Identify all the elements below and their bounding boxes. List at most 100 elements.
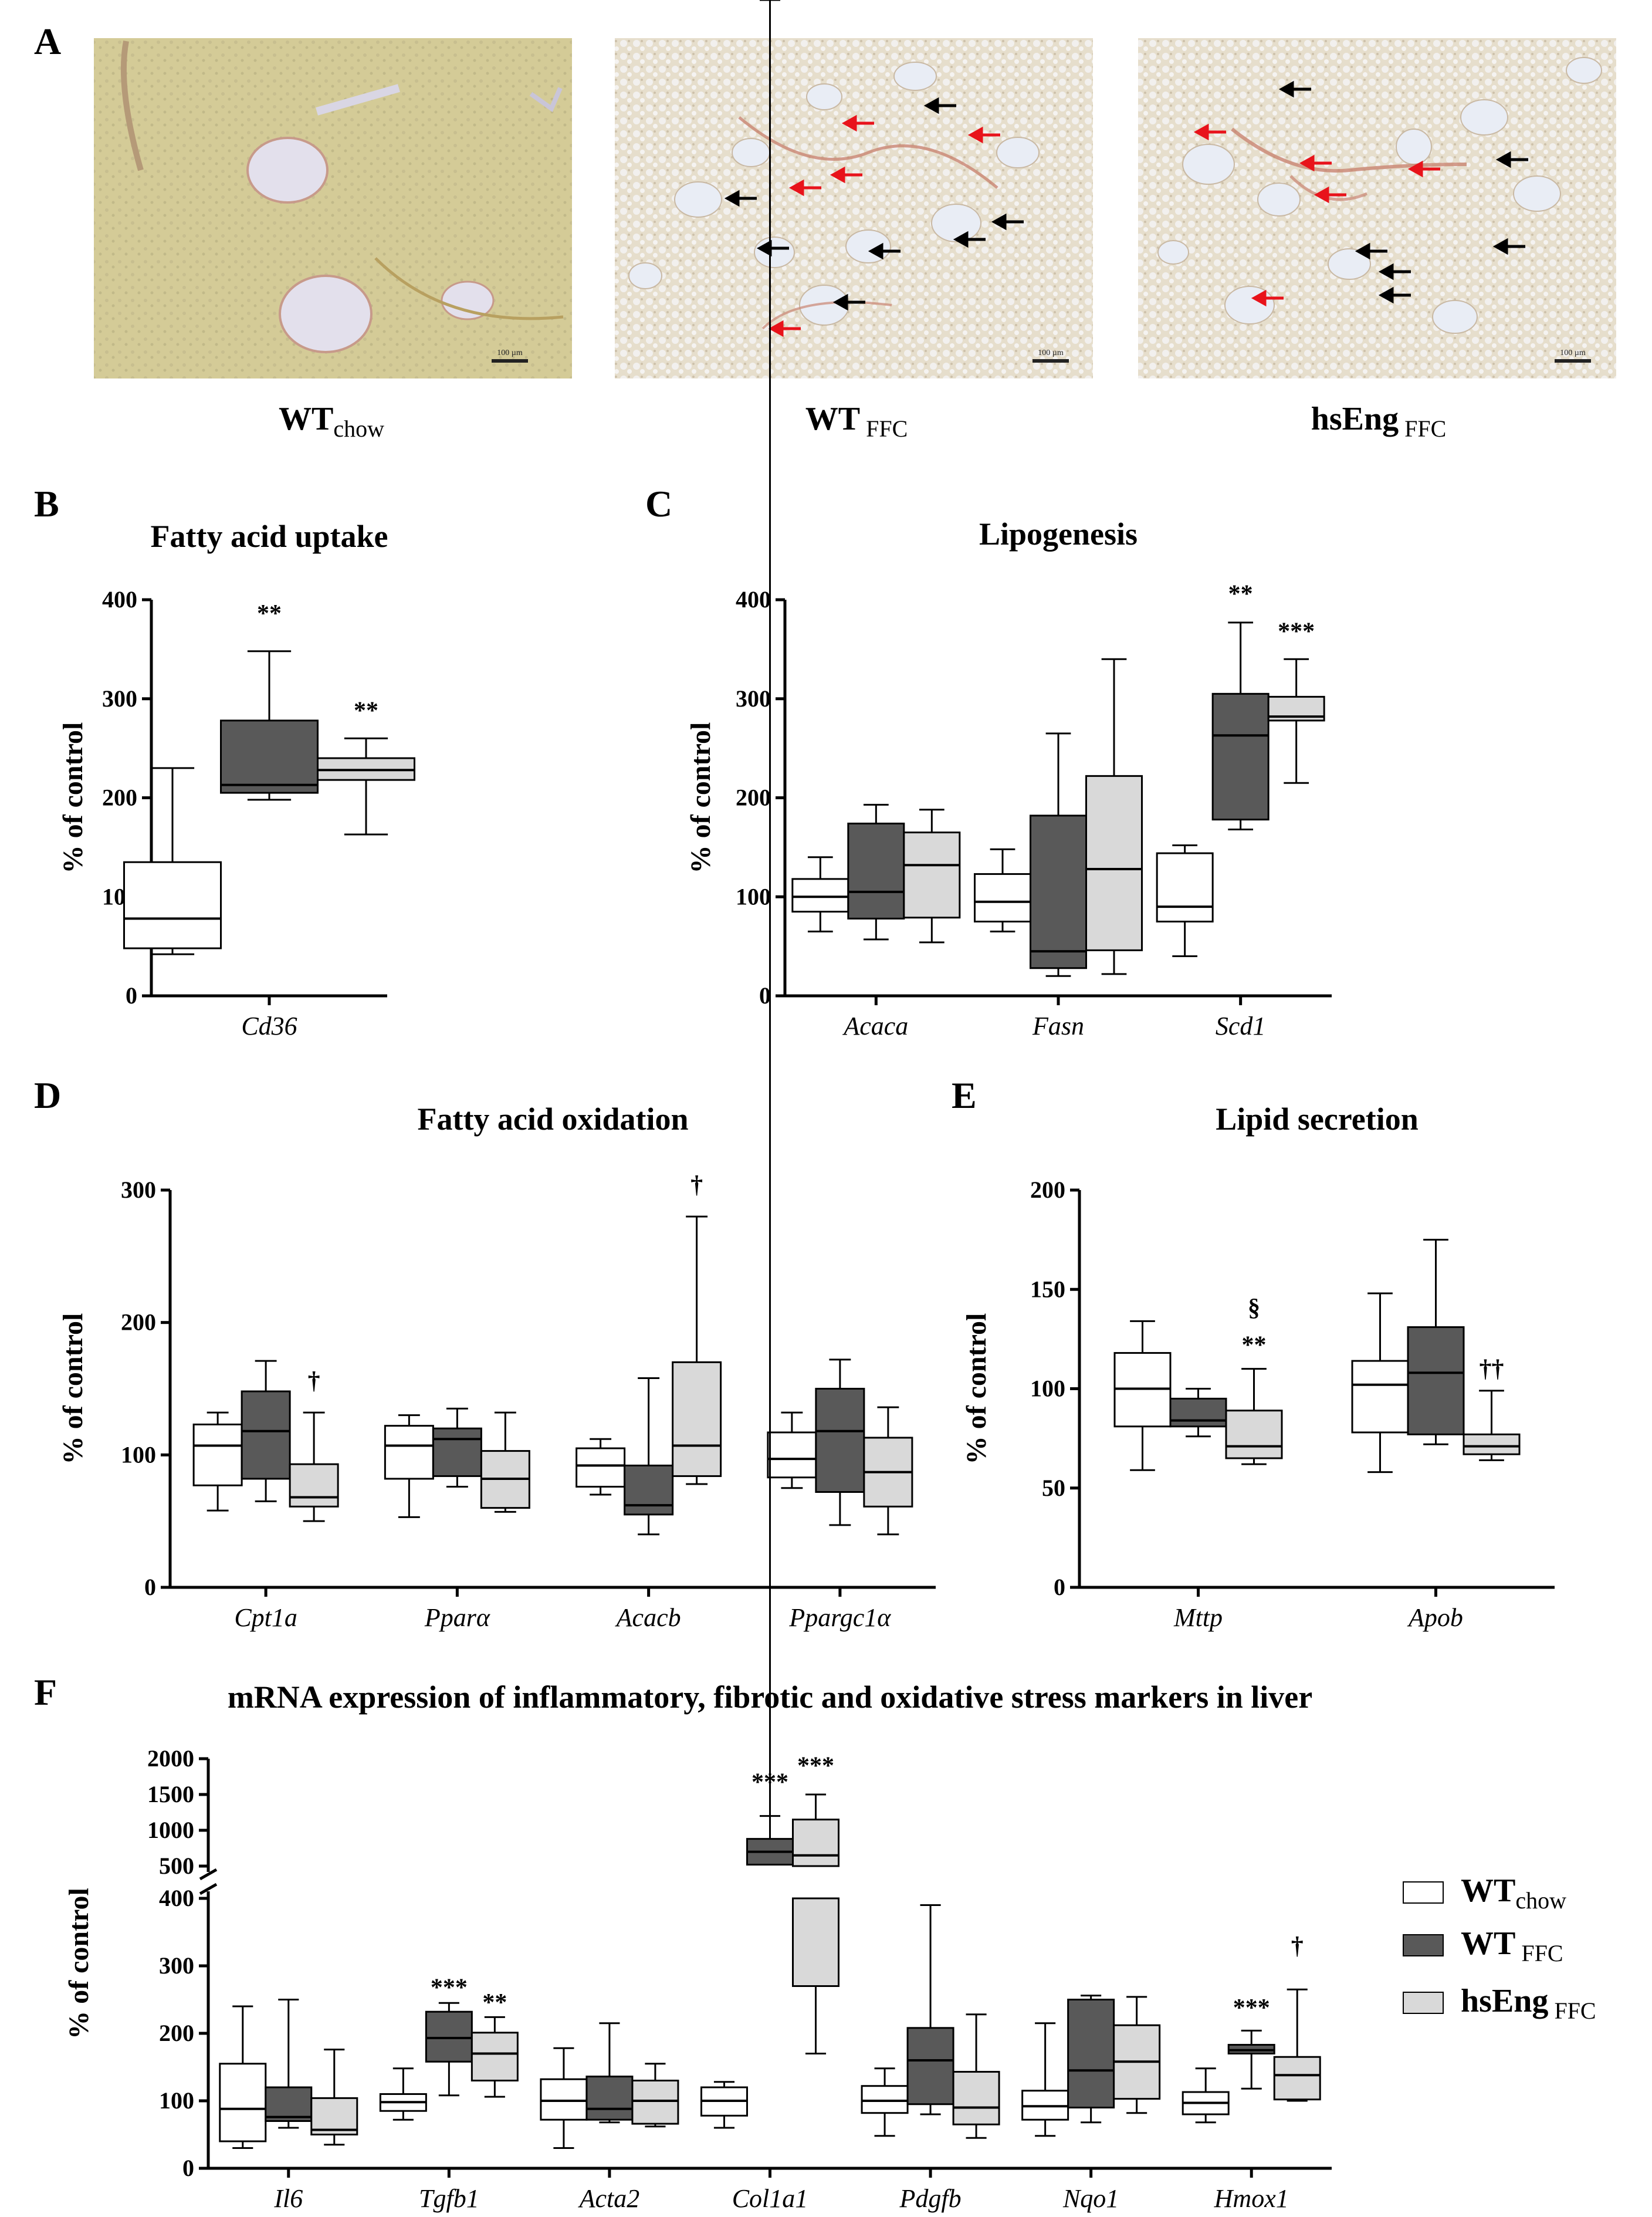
y-tick-label: 200: [736, 785, 771, 811]
box-body: [1351, 1360, 1409, 1434]
box-hseng-ffc-ppar: [480, 1411, 530, 1513]
box-wtchow-cpt1a: [192, 1411, 243, 1512]
caption-wt-ffc: WT FFC: [805, 401, 908, 442]
box-wtchow-fasn: [974, 848, 1031, 932]
panel-label-e: E: [952, 1074, 977, 1116]
box-wt-ffc-pdgfb: [906, 1904, 954, 2115]
x-tick-label-ppar: Pparα: [424, 1603, 490, 1632]
y-tick-label: 50: [1042, 1475, 1065, 1501]
box-wt-ffc-apob: [1407, 1239, 1465, 1445]
scale-bar-label-3: 100 µm: [1560, 349, 1586, 357]
box-body: [1156, 852, 1214, 922]
panel-label-c: C: [645, 483, 672, 525]
caption-hseng-ffc: hsEng FFC: [1311, 401, 1447, 442]
y-tick-label: 0: [144, 1574, 156, 1600]
box-wt-ffc-col1a1: [746, 0, 794, 1866]
box-wt-ffc-acaca: [847, 803, 905, 941]
x-tick-label-nqo1: Nqo1: [1062, 2184, 1119, 2213]
y-axis-break-mark: [199, 1883, 218, 1895]
box-body: [123, 861, 222, 949]
x-tick-label-col1a1: Col1a1: [732, 2184, 808, 2213]
box-wtchow-scd1: [1156, 844, 1214, 957]
box-body: [219, 2063, 267, 2142]
box-wt-ffc-fasn: [1030, 732, 1087, 977]
box-hseng-ffc-ppargc1: [863, 1406, 913, 1536]
chart-title: Fatty acid oxidation: [417, 1101, 688, 1137]
x-tick-label-ppargc1: Ppargc1α: [788, 1603, 891, 1632]
legend-swatch-wt-chow: [1403, 1881, 1444, 1904]
panel-label-d: D: [34, 1074, 61, 1116]
box-wt-ffc-scd1: [1211, 621, 1270, 830]
y-axis-label: % of control: [961, 1313, 992, 1465]
x-tick-label-cpt1a: Cpt1a: [234, 1603, 297, 1632]
box-body: [432, 1427, 482, 1477]
box-body: [1067, 1999, 1115, 2108]
box-body: [1463, 1433, 1521, 1455]
significance-marker: **: [257, 600, 282, 627]
x-tick-label-pdgfb: Pdgfb: [899, 2184, 962, 2213]
box-hseng-ffc-cd36: [317, 737, 415, 836]
box-wt-ffc-il6: [265, 1999, 313, 2129]
box-body: [576, 1447, 626, 1488]
x-tick-label-acaca: Acaca: [842, 1012, 908, 1040]
box-wtchow-tgfb1: [379, 2067, 427, 2121]
box-body: [540, 2078, 588, 2121]
chart-mrna-expression: mRNA expression of inflammatory, fibroti…: [63, 0, 1332, 2213]
box-wt-ffc-acta2: [585, 2022, 634, 2124]
box-body: [289, 1463, 339, 1508]
significance-marker: †: [690, 1172, 703, 1199]
box-hseng-ffc-tgfb1: [470, 2016, 519, 2098]
histology-image-hseng-ffc: 100 µm: [1138, 38, 1616, 378]
y-tick-label: 500: [159, 1853, 194, 1879]
box-hseng-ffc-acta2: [631, 2063, 679, 2128]
y-tick-label: 400: [736, 586, 771, 613]
box-body: [624, 1464, 674, 1516]
box-hseng-ffc-col1a1: [792, 1793, 839, 2054]
box-body: [903, 832, 961, 919]
panel-a: A 100 µm: [34, 21, 1616, 442]
box-wt-ffc-hmox1: [1227, 2029, 1275, 2090]
caption-wt-chow: WTchow: [279, 401, 384, 442]
legend: WTchow WT FFC hsEng FFC: [1403, 1873, 1596, 2024]
box-wtchow-apob: [1351, 1292, 1409, 1474]
box-hseng-ffc-scd1: [1267, 658, 1325, 784]
box-wtchow-ppargc1: [767, 1411, 817, 1489]
box-wt-ffc-nqo1: [1067, 1995, 1115, 2124]
panel-label-b: B: [34, 483, 59, 525]
y-tick-label: 400: [102, 586, 137, 613]
y-tick-label: 200: [1030, 1177, 1065, 1203]
y-axis: [1070, 1188, 1081, 1589]
significance-marker: ***: [1278, 619, 1315, 646]
panel-label-f: F: [34, 1671, 57, 1713]
legend-swatch-hseng-ffc: [1403, 1992, 1444, 2014]
significance-marker: **: [354, 698, 378, 725]
y-axis-label: % of control: [63, 1888, 94, 2039]
x-tick-label-mttp: Mttp: [1173, 1603, 1223, 1632]
y-tick-label: 200: [159, 2020, 194, 2046]
y-tick-label: 1500: [147, 1781, 194, 1807]
box-wtchow-ppar: [384, 1414, 434, 1518]
x-tick-label-apob: Apob: [1407, 1603, 1463, 1632]
x-tick-label-hmox1: Hmox1: [1214, 2184, 1289, 2213]
histology-image-wt-ffc: 100 µm: [615, 38, 1093, 378]
y-axis: [161, 1188, 172, 1589]
significance-marker: **: [1242, 1332, 1267, 1359]
box-body: [1225, 1410, 1283, 1459]
y-tick-label: 100: [736, 883, 771, 910]
box-body: [220, 719, 319, 794]
y-tick-label: 300: [121, 1177, 156, 1203]
y-tick-label: 0: [182, 2155, 194, 2181]
histology-image-wt-chow: 100 µm: [94, 38, 572, 378]
box-wtchow-mttp: [1113, 1320, 1172, 1471]
box-wt-ffc-acacb: [624, 1377, 674, 1536]
significance-marker: ***: [751, 1769, 788, 1796]
box-body: [767, 1431, 817, 1479]
chart-title: Lipid secretion: [1216, 1101, 1419, 1137]
box-body: [815, 1388, 865, 1493]
chart-title: Fatty acid uptake: [151, 519, 388, 554]
box-wtchow-acacb: [576, 1438, 626, 1496]
box-body: [1030, 815, 1087, 969]
box-body: [310, 2097, 358, 2135]
